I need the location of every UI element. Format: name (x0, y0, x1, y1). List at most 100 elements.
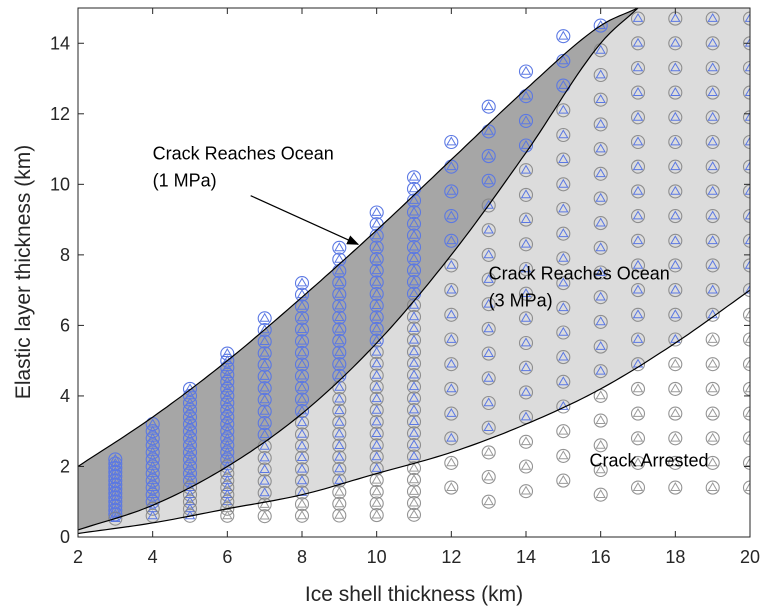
annotation-text: Crack Reaches Ocean (489, 264, 670, 284)
marker-triangle (147, 510, 158, 520)
marker-triangle (707, 111, 718, 121)
marker-triangle (744, 185, 750, 195)
marker-triangle (744, 408, 750, 417)
marker-triangle (595, 415, 606, 424)
marker-triangle (670, 408, 681, 417)
marker-circle (630, 184, 646, 199)
marker-triangle (595, 464, 606, 474)
marker-triangle (371, 300, 382, 309)
marker-triangle (744, 161, 750, 171)
marker-triangle (446, 210, 457, 220)
marker-circle (518, 459, 534, 474)
marker-triangle (558, 55, 569, 65)
marker-triangle (371, 369, 382, 379)
marker-circle (705, 480, 720, 495)
marker-triangle (408, 241, 420, 251)
marker-circle (481, 99, 496, 114)
marker-triangle (744, 87, 750, 96)
marker-circle (630, 134, 646, 150)
marker-circle (742, 381, 750, 396)
marker-triangle (483, 298, 494, 308)
marker-circle (481, 494, 496, 509)
marker-triangle (334, 323, 345, 333)
marker-triangle (595, 44, 606, 54)
marker-triangle (558, 80, 569, 89)
marker-triangle (110, 479, 121, 489)
marker-triangle (520, 115, 532, 125)
marker-triangle (296, 324, 308, 333)
marker-circle (705, 184, 720, 199)
marker-circle (742, 332, 750, 347)
marker-triangle (296, 487, 308, 496)
marker-triangle (408, 264, 420, 274)
marker-circle (593, 191, 608, 206)
marker-circle (220, 445, 235, 460)
marker-circle (220, 487, 235, 502)
marker-triangle (595, 489, 606, 498)
marker-circle (668, 283, 683, 298)
marker-triangle (371, 486, 382, 496)
marker-circle (220, 480, 235, 495)
marker-circle (182, 395, 198, 411)
marker-circle (742, 480, 750, 495)
marker-circle (556, 325, 571, 340)
marker-triangle (259, 499, 270, 508)
marker-triangle (520, 263, 532, 273)
marker-triangle (408, 416, 420, 425)
marker-triangle (334, 358, 345, 368)
marker-triangle (707, 358, 718, 368)
marker-circle (556, 251, 571, 266)
marker-triangle (632, 13, 644, 22)
marker-triangle (334, 416, 345, 426)
marker-circle (481, 272, 496, 287)
marker-triangle (744, 432, 750, 442)
marker-circle (518, 286, 534, 301)
marker-circle (742, 233, 750, 248)
marker-circle (668, 258, 683, 273)
marker-triangle (670, 457, 681, 467)
marker-triangle (408, 311, 420, 321)
marker-circle (444, 431, 459, 446)
marker-circle (556, 300, 571, 315)
marker-circle (630, 332, 646, 347)
y-tick-label: 0 (60, 527, 70, 547)
marker-triangle (632, 284, 644, 294)
marker-circle (220, 402, 235, 418)
marker-circle (556, 226, 571, 241)
marker-circle (518, 113, 534, 128)
marker-circle (481, 247, 496, 262)
marker-triangle (744, 136, 750, 146)
marker-triangle (483, 348, 494, 357)
marker-triangle (110, 504, 121, 514)
marker-circle (444, 184, 459, 199)
marker-circle (705, 455, 720, 470)
marker-circle (742, 307, 750, 322)
marker-triangle (259, 394, 270, 404)
marker-circle (518, 434, 534, 449)
marker-triangle (408, 485, 420, 495)
marker-circle (518, 484, 534, 499)
marker-triangle (632, 432, 644, 442)
marker-circle (294, 508, 310, 523)
marker-triangle (595, 341, 606, 350)
marker-triangle (595, 118, 606, 128)
marker-circle (481, 445, 496, 460)
boundary-line-1mpa-upper (78, 8, 639, 468)
marker-triangle (110, 453, 121, 463)
marker-circle (742, 209, 750, 224)
marker-circle (668, 381, 683, 396)
marker-triangle (483, 496, 494, 506)
region-3mpa (78, 8, 750, 534)
y-tick-label: 8 (60, 245, 70, 265)
marker-circle (593, 240, 608, 255)
marker-triangle (744, 37, 750, 47)
plot-frame (77, 7, 751, 538)
marker-triangle (632, 161, 644, 171)
marker-circle (668, 307, 683, 322)
marker-triangle (296, 347, 308, 357)
marker-triangle (595, 439, 606, 449)
marker-triangle (558, 30, 569, 40)
marker-triangle (184, 510, 196, 520)
marker-triangle (707, 185, 718, 195)
